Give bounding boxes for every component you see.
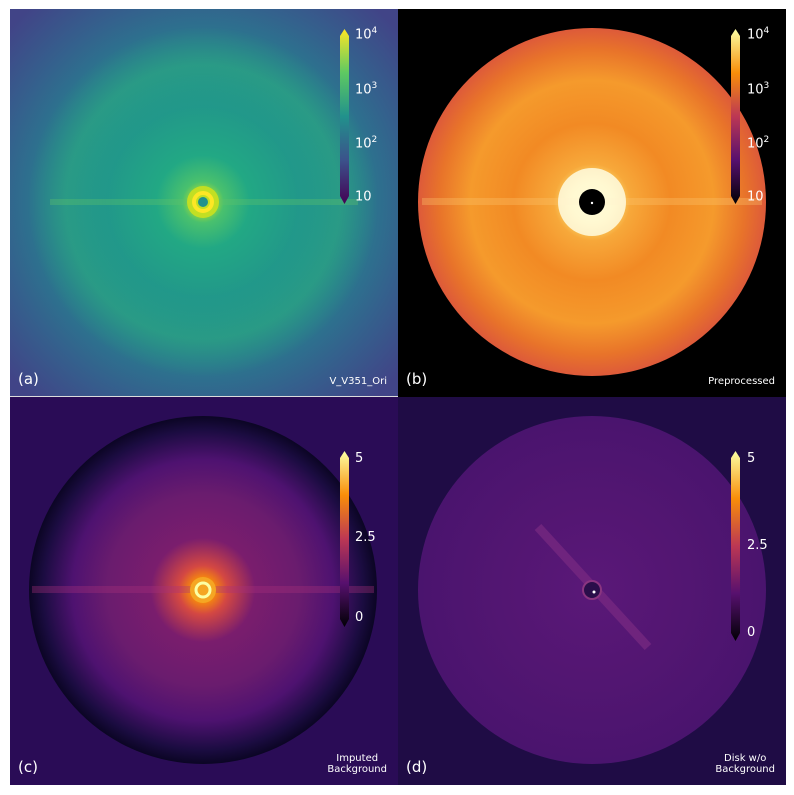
raw-core-center — [198, 197, 208, 207]
preprocessed-center-dot — [590, 201, 594, 205]
raw-core-ring — [192, 191, 214, 213]
preprocessed-image-plot — [418, 28, 766, 376]
colorbar-b-tick-1: 103 — [747, 81, 770, 98]
colorbar-b-tick-3: 10 — [747, 189, 764, 205]
panel-c-caption: Imputed Background — [327, 753, 387, 775]
panel-c-letter: (c) — [18, 758, 38, 776]
colorbar-d-tick-1: 2.5 — [747, 538, 768, 553]
raw-image-plot — [10, 9, 398, 397]
panel-a-raw-image: 104 103 102 10 (a) V_V351_Ori — [10, 9, 398, 397]
colorbar-c-tick-0: 5 — [355, 451, 364, 466]
colorbar-a — [340, 29, 349, 204]
panel-b-preprocessed: 104 103 102 10 (b) Preprocessed — [398, 9, 786, 397]
imputed-core-ring — [194, 581, 212, 599]
colorbar-c — [340, 451, 349, 627]
colorbar-d — [731, 451, 740, 641]
panel-a-letter: (a) — [18, 370, 39, 388]
colorbar-b — [731, 29, 740, 204]
colorbar-a-tick-2: 102 — [355, 135, 378, 152]
colorbar-a-tick-3: 10 — [355, 189, 372, 205]
residual-center-dot — [592, 590, 596, 594]
panel-d-caption: Disk w/o Background — [715, 753, 775, 775]
colorbar-b-tick-2: 102 — [747, 135, 770, 152]
panel-a-caption: V_V351_Ori — [329, 376, 387, 387]
imputed-core-halo — [190, 577, 216, 603]
colorbar-c-tick-1: 2.5 — [355, 530, 376, 545]
colorbar-b-tick-0: 104 — [747, 26, 770, 43]
colorbar-a-tick-0: 104 — [355, 26, 378, 43]
panel-c-imputed-background: 5 2.5 0 (c) Imputed Background — [10, 397, 398, 785]
panel-d-disk-without-background: 5 2.5 0 (d) Disk w/o Background — [398, 397, 786, 785]
colorbar-a-tick-1: 103 — [355, 81, 378, 98]
panel-divider — [10, 396, 398, 397]
disk-without-background-plot — [418, 416, 766, 764]
panel-b-caption: Preprocessed — [708, 376, 775, 387]
colorbar-c-tick-2: 0 — [355, 610, 364, 625]
colorbar-d-tick-0: 5 — [747, 451, 756, 466]
panel-d-letter: (d) — [406, 758, 428, 776]
residual-core — [582, 580, 602, 600]
colorbar-d-tick-2: 0 — [747, 625, 756, 640]
panel-b-letter: (b) — [406, 370, 428, 388]
imputed-background-plot — [29, 416, 377, 764]
